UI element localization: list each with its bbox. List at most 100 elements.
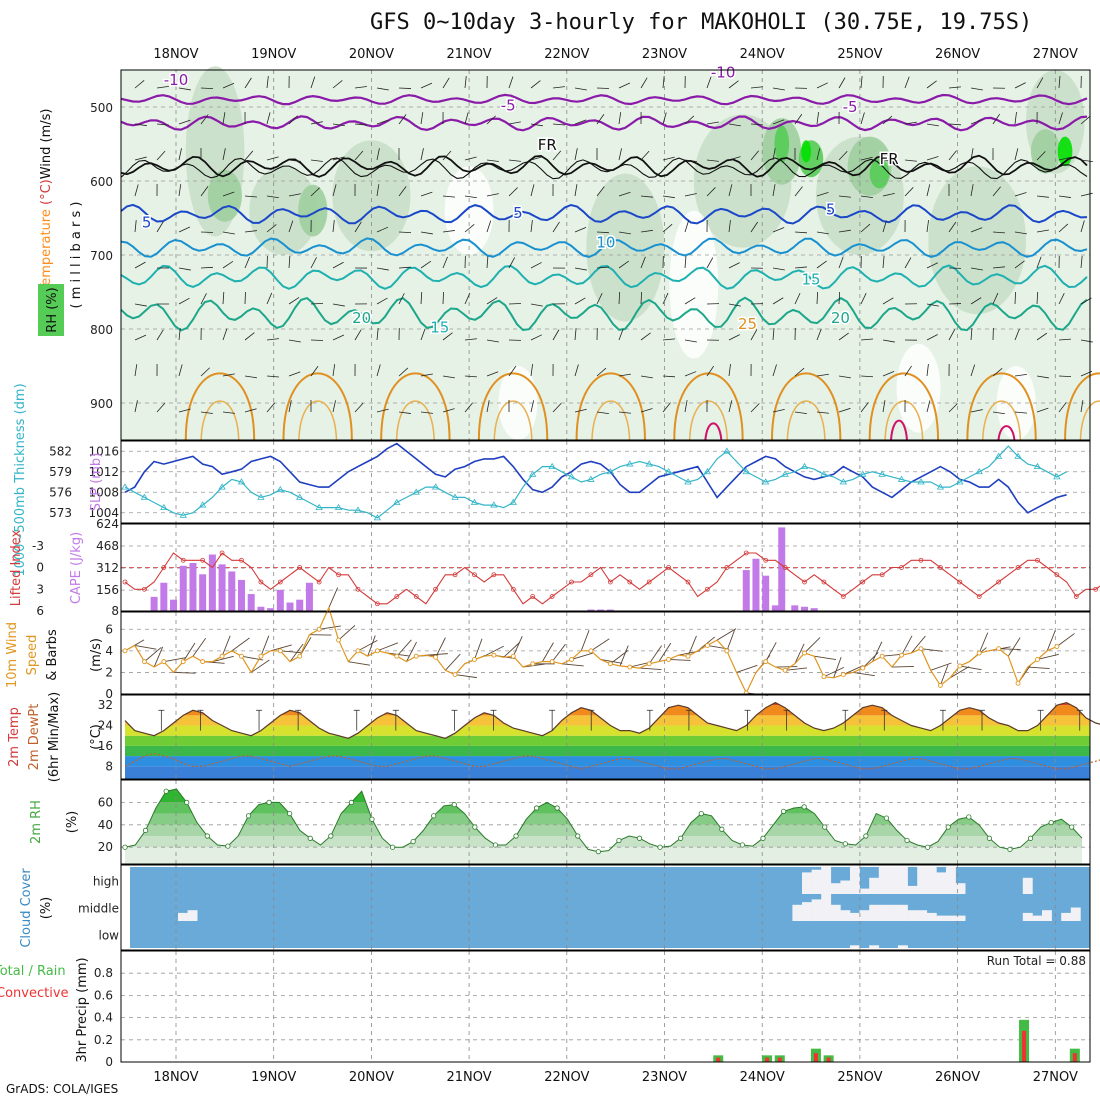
wind-marker bbox=[374, 648, 380, 654]
wind-barb bbox=[860, 223, 871, 233]
wind-barb bbox=[464, 156, 477, 161]
thickness-marker bbox=[179, 511, 187, 518]
wind-barb bbox=[816, 260, 827, 269]
li-marker bbox=[433, 586, 439, 592]
wind-barb bbox=[904, 121, 917, 125]
cloud-high-bar bbox=[869, 877, 880, 894]
diurnal-isotherm bbox=[493, 400, 533, 441]
cloud-middle-bar bbox=[1061, 912, 1072, 921]
wind-barb-10m bbox=[163, 657, 186, 663]
rh-marker bbox=[534, 805, 540, 811]
x-tick-label-top: 21NOV bbox=[447, 47, 492, 62]
wind-barb bbox=[970, 328, 973, 341]
wind-barb bbox=[948, 221, 957, 233]
wind-barb bbox=[376, 87, 389, 91]
wind-marker bbox=[957, 663, 963, 669]
rh-marker bbox=[492, 842, 499, 848]
wind-barb bbox=[288, 371, 301, 377]
thickness-marker bbox=[121, 483, 129, 490]
isotherm-contour bbox=[120, 154, 1088, 178]
cape-bar bbox=[247, 594, 255, 611]
wind-barb bbox=[354, 123, 367, 126]
thickness-marker bbox=[334, 503, 343, 511]
wind-barb bbox=[222, 148, 226, 161]
rh-tick: 60 bbox=[98, 795, 113, 809]
li-marker bbox=[724, 565, 730, 570]
wind-barb bbox=[420, 411, 433, 414]
wind-barb bbox=[904, 365, 912, 377]
li-marker bbox=[569, 579, 574, 585]
wind-barb-10m bbox=[891, 665, 914, 668]
contour-label: 15 bbox=[430, 319, 449, 337]
li-marker bbox=[666, 565, 671, 570]
diurnal-isotherm bbox=[688, 400, 729, 441]
precip-conv-bar bbox=[716, 1057, 721, 1062]
wind-barb bbox=[618, 231, 631, 235]
thickness-marker bbox=[140, 493, 149, 500]
ylabel-part: (m/s) bbox=[39, 109, 54, 147]
li-marker bbox=[996, 579, 1002, 585]
cloud-middle-bar bbox=[1042, 910, 1052, 921]
wind-barb bbox=[1014, 411, 1027, 414]
wind-barb bbox=[398, 186, 407, 197]
wind-barb bbox=[926, 303, 939, 307]
wind-barb-10m bbox=[512, 635, 523, 657]
wind-barb bbox=[662, 156, 675, 161]
wind-marker bbox=[860, 665, 866, 671]
diurnal-isotherm bbox=[591, 400, 631, 441]
wind-barb bbox=[508, 187, 518, 197]
thickness-marker bbox=[567, 473, 576, 480]
wind-barb bbox=[992, 292, 999, 305]
li-marker bbox=[1093, 586, 1099, 592]
wind-barb bbox=[486, 297, 498, 305]
rh-shade bbox=[801, 140, 812, 163]
temp-unit: (°C) bbox=[89, 724, 104, 750]
rh-shade bbox=[928, 166, 1026, 315]
cape-bar bbox=[296, 599, 304, 611]
rh-marker bbox=[369, 816, 375, 822]
wind-barb-10m bbox=[231, 637, 250, 652]
wind-barb bbox=[728, 334, 740, 341]
wind-barb bbox=[178, 267, 191, 271]
cloud-tick: low bbox=[99, 929, 120, 943]
wind-barb bbox=[420, 260, 432, 269]
wind-barb-10m bbox=[920, 648, 943, 652]
wind-barb-10m bbox=[872, 641, 883, 662]
wind-barb-10m bbox=[1056, 633, 1075, 647]
temp-tick: 24 bbox=[98, 719, 113, 733]
x-tick-label-bottom: 23NOV bbox=[642, 1070, 687, 1085]
wind-barb bbox=[684, 371, 697, 377]
cape-frame bbox=[120, 523, 1091, 612]
li-marker bbox=[374, 601, 380, 607]
wind-barb bbox=[596, 367, 607, 377]
rh-clear-pocket bbox=[444, 166, 494, 256]
wind-barb bbox=[464, 375, 477, 378]
wind-barb bbox=[794, 231, 808, 234]
cloud-unit: (%) bbox=[39, 897, 54, 920]
li-marker bbox=[646, 579, 652, 585]
cape-tick: 312 bbox=[96, 561, 119, 575]
wind-barb bbox=[310, 187, 320, 197]
cloud-high-bar bbox=[811, 869, 822, 894]
wind-barb bbox=[156, 221, 164, 233]
li-line bbox=[124, 552, 1100, 605]
wind-marker bbox=[1054, 644, 1060, 649]
wind-barb-10m bbox=[939, 664, 949, 686]
wind-marker bbox=[821, 674, 827, 680]
rh-marker bbox=[307, 835, 313, 841]
minmax-ylabel: (6hr Min/Max) bbox=[47, 692, 62, 782]
wind-barb bbox=[552, 123, 565, 126]
wind-barb bbox=[970, 409, 983, 413]
wind-barb bbox=[222, 292, 225, 305]
wind-barb bbox=[288, 220, 294, 233]
thickness-marker bbox=[490, 501, 498, 508]
y-tick-label: 800 bbox=[90, 323, 113, 337]
wind-barb bbox=[772, 184, 776, 197]
wind-barb bbox=[882, 400, 886, 413]
wind-barb bbox=[354, 150, 364, 161]
x-tick-label-bottom: 24NOV bbox=[740, 1070, 785, 1085]
wind-barb bbox=[1036, 375, 1049, 379]
x-tick-label-bottom: 18NOV bbox=[153, 1070, 198, 1085]
thickness-marker bbox=[645, 460, 653, 467]
wind-barb bbox=[442, 195, 455, 198]
